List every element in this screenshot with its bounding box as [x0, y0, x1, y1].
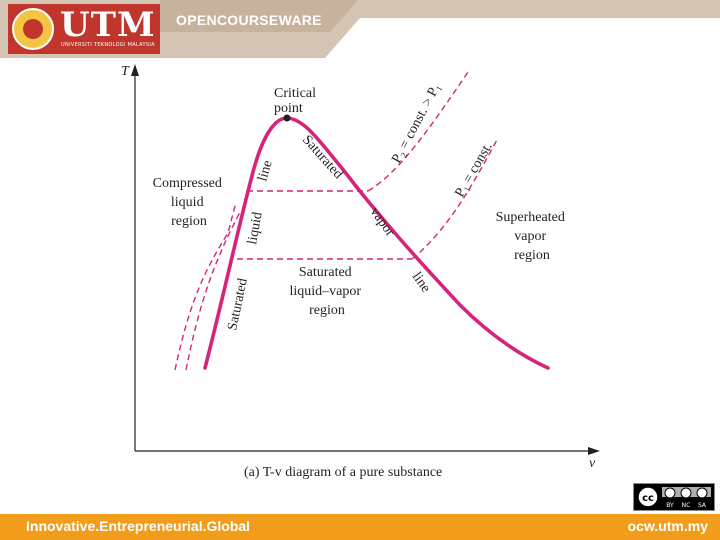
- x-axis-label: v: [589, 456, 596, 471]
- critical-point-label: Critical point: [274, 86, 320, 116]
- saturation-dome: [203, 116, 550, 370]
- critical-point-marker: [283, 114, 291, 122]
- isobar-p2-vapor-dashed: [367, 71, 469, 192]
- cc-term-by: BY: [666, 502, 674, 509]
- y-axis-label: T: [121, 64, 130, 79]
- isobar-p1-vapor-dashed: [411, 137, 499, 260]
- section-title: OPENCOURSEWARE: [176, 12, 322, 28]
- footer-tagline: Innovative.Entrepreneurial.Global: [26, 518, 251, 534]
- axes: [131, 64, 600, 455]
- cc-by-nc-sa-icon: cc BY NC SA: [635, 485, 713, 509]
- cc-term-sa: SA: [698, 502, 707, 509]
- isobar-p2-liquid-dashed: [185, 211, 241, 371]
- sat-liquid-line-word-1: Saturated: [225, 277, 251, 332]
- logo-subtext: UNIVERSITI TEKNOLOGI MALAYSIA: [61, 42, 155, 48]
- isobar-p1-liquid-dashed: [174, 201, 237, 371]
- footer-bar: Innovative.Entrepreneurial.Global ocw.ut…: [0, 514, 720, 540]
- two-phase-label: Saturated liquid–vapor region: [289, 265, 364, 318]
- cc-license-badge[interactable]: cc BY NC SA: [633, 483, 715, 511]
- footer-site-link[interactable]: ocw.utm.my: [627, 518, 708, 534]
- university-seal-icon: [12, 8, 54, 50]
- header-band: [0, 0, 720, 58]
- compressed-liquid-label: Compressed liquid region: [153, 176, 226, 229]
- logo-text: UTM: [60, 5, 156, 45]
- sat-vapor-line-word-1: Saturated: [299, 133, 346, 182]
- sat-liquid-line-word-2: liquid: [245, 211, 265, 246]
- sat-liquid-line-word-3: line: [255, 159, 275, 183]
- isobar-p2-label: P₂ = const. > P₁: [389, 81, 444, 166]
- cc-badge-text: cc: [642, 493, 654, 504]
- sat-vapor-line-word-2: vapor: [367, 205, 398, 240]
- superheated-vapor-label: Superheated vapor region: [496, 210, 569, 263]
- header-bar: UTM UNIVERSITI TEKNOLOGI MALAYSIA OPENCO…: [0, 0, 720, 58]
- utm-logo[interactable]: UTM UNIVERSITI TEKNOLOGI MALAYSIA: [8, 4, 160, 54]
- isobar-p1-label: P₁ = const.: [452, 140, 495, 200]
- cc-term-nc: NC: [682, 502, 691, 509]
- diagram-caption: (a) T-v diagram of a pure substance: [244, 465, 442, 480]
